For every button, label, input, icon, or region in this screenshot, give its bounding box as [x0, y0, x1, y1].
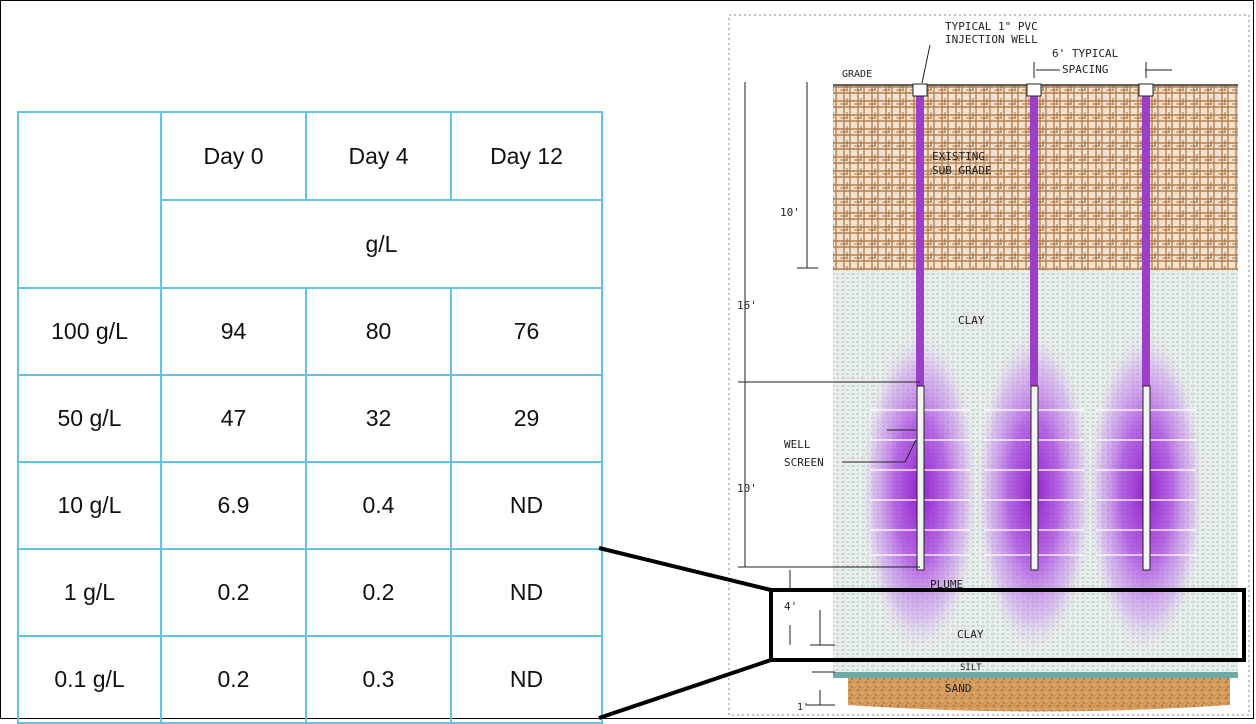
- callout-line-bottom: [598, 658, 772, 720]
- dimension-lines: [738, 44, 1172, 706]
- table-cell: 6.9: [160, 461, 307, 550]
- sand-label: SAND: [945, 682, 972, 695]
- existing-label-2: SUB GRADE: [932, 164, 992, 177]
- dim-10-top-label: 10': [780, 206, 800, 219]
- row-label: 1 g/L: [17, 548, 162, 637]
- diagram-border: [728, 14, 1250, 716]
- table-corner-cell: [17, 111, 162, 289]
- table-cell: 94: [160, 287, 307, 376]
- table-row: 1 g/L 0.2 0.2 ND: [17, 548, 603, 637]
- dim-10-mid-label: 10': [737, 482, 757, 495]
- table-cell: 32: [305, 374, 452, 463]
- table-cell: 29: [450, 374, 603, 463]
- well-title-line-1: TYPICAL 1" PVC: [945, 20, 1038, 33]
- table-row: 10 g/L 6.9 0.4 ND: [17, 461, 603, 550]
- table-cell: 0.2: [305, 548, 452, 637]
- table-header-row: Day 0 Day 4 Day 12: [17, 111, 603, 289]
- row-label: 10 g/L: [17, 461, 162, 550]
- injection-wells: [912, 83, 1154, 571]
- table-unit-row: g/L: [18, 199, 603, 289]
- header-day-0: Day 0: [160, 111, 307, 201]
- table-cell: 0.2: [160, 635, 307, 724]
- callout-line-top: [598, 546, 772, 592]
- silt-label: SILT: [960, 663, 982, 673]
- table-cell: ND: [450, 548, 603, 637]
- table-cell: 0.2: [160, 548, 307, 637]
- clay-top-label: CLAY: [958, 314, 985, 327]
- unit-cell: g/L: [160, 199, 603, 289]
- dim-16-label: 16': [737, 299, 757, 312]
- well-screen-label-1: WELL: [784, 438, 811, 451]
- well-screen-label-2: SCREEN: [784, 456, 824, 469]
- sand-layer: [848, 678, 1230, 712]
- silt-layer: [833, 672, 1238, 678]
- table-cell: 80: [305, 287, 452, 376]
- plume-label: PLUME: [930, 578, 963, 591]
- table-cell: ND: [450, 461, 603, 550]
- spacing-label-1: 6' TYPICAL: [1052, 47, 1119, 60]
- table-cell: 0.3: [305, 635, 452, 724]
- table-cell: 0.4: [305, 461, 452, 550]
- spacing-label-2: SPACING: [1062, 63, 1108, 76]
- row-label: 100 g/L: [17, 287, 162, 376]
- table-row: 0.1 g/L 0.2 0.3 ND: [17, 635, 603, 724]
- callout-box: [769, 588, 1246, 662]
- header-day-12: Day 12: [450, 111, 603, 201]
- row-label: 50 g/L: [17, 374, 162, 463]
- header-day-4: Day 4: [305, 111, 452, 201]
- table-row: 100 g/L 94 80 76: [17, 287, 603, 376]
- well-title-line-2: INJECTION WELL: [945, 33, 1038, 46]
- concentration-table: Day 0 Day 4 Day 12 g/L 100 g/L 94 80 76 …: [17, 111, 603, 724]
- table-row: 50 g/L 47 32 29: [17, 374, 603, 463]
- dim-1-label: 1': [797, 702, 809, 713]
- table-cell: 47: [160, 374, 307, 463]
- grade-label: GRADE: [842, 69, 872, 80]
- table-cell: 76: [450, 287, 603, 376]
- dim-4-label: 4': [784, 600, 797, 613]
- existing-label-1: EXISTING: [932, 150, 985, 163]
- clay-bottom-label: CLAY: [957, 628, 984, 641]
